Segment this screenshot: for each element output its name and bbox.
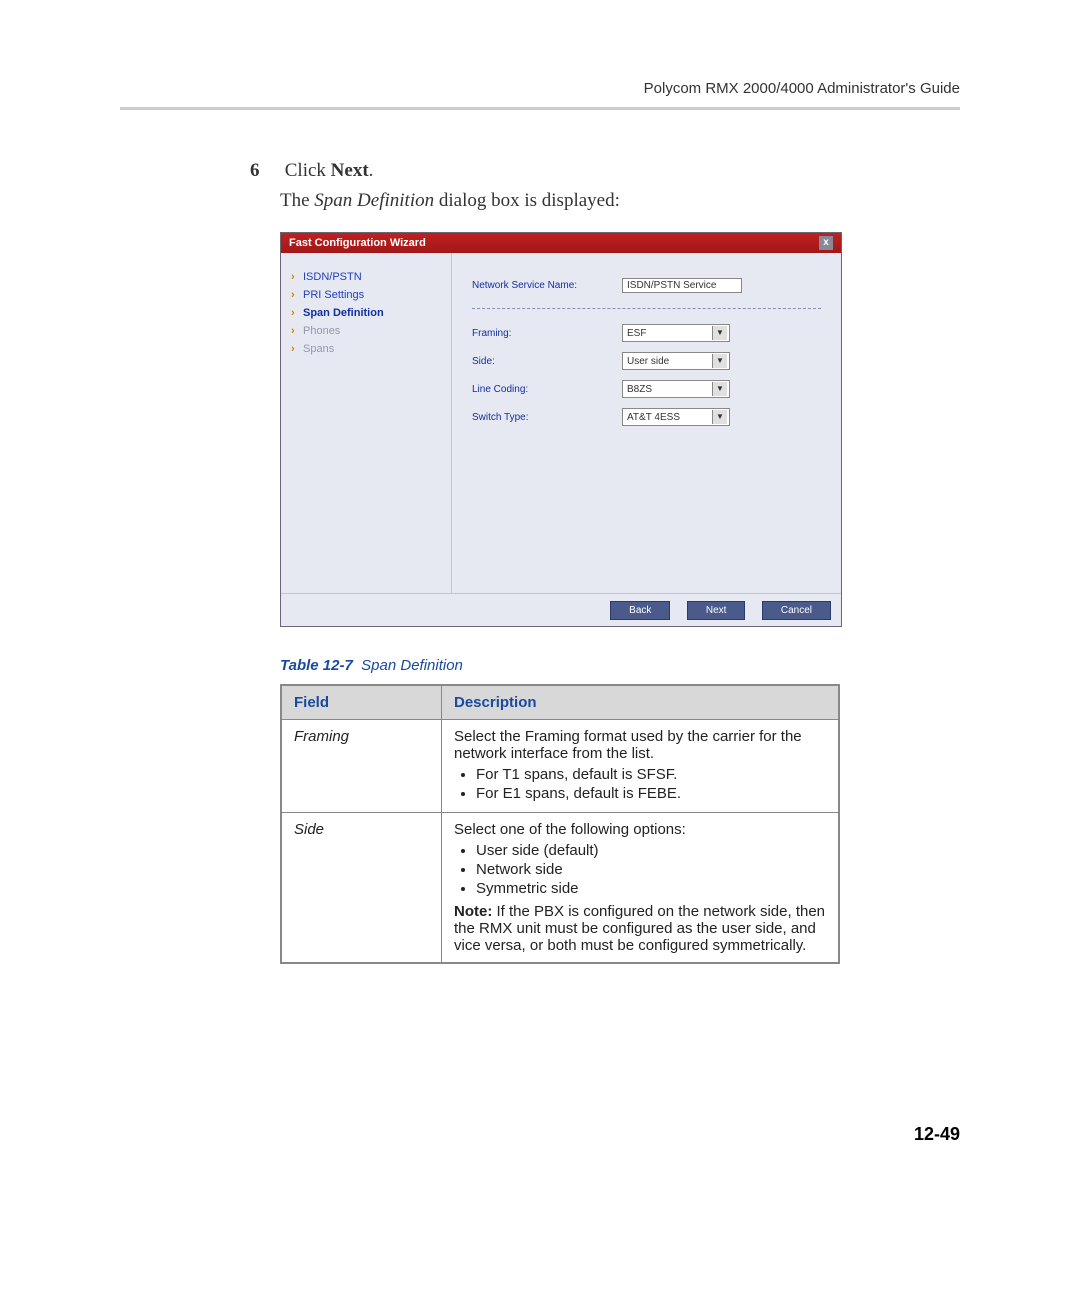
r1-list: For T1 spans, default is SFSF. For E1 sp…: [454, 766, 826, 802]
select-framing[interactable]: ESF ▼: [622, 324, 730, 342]
wizard-nav: ISDN/PSTN PRI Settings Span Definition P…: [281, 253, 452, 593]
label-framing: Framing:: [472, 328, 622, 339]
select-side[interactable]: User side ▼: [622, 352, 730, 370]
table-row: Framing Select the Framing format used b…: [281, 720, 839, 813]
table-row: Side Select one of the following options…: [281, 813, 839, 964]
desc-pre: The: [280, 190, 314, 211]
step-period: .: [369, 160, 374, 181]
step-description: The Span Definition dialog box is displa…: [280, 190, 960, 212]
nav-isdn-pstn[interactable]: ISDN/PSTN: [291, 268, 441, 286]
th-field: Field: [281, 685, 442, 720]
row-framing: Framing: ESF ▼: [472, 324, 821, 342]
step-line: 6 Click Next.: [250, 160, 960, 182]
select-switchtype[interactable]: AT&T 4ESS ▼: [622, 408, 730, 426]
wizard-title-text: Fast Configuration Wizard: [289, 237, 426, 249]
nav-span-definition[interactable]: Span Definition: [291, 304, 441, 322]
label-switchtype: Switch Type:: [472, 412, 622, 423]
list-item: Network side: [476, 861, 826, 878]
desc-em: Span Definition: [314, 190, 434, 211]
label-service-name: Network Service Name:: [472, 280, 622, 291]
select-framing-value: ESF: [627, 328, 646, 339]
cancel-button[interactable]: Cancel: [762, 601, 831, 620]
row-linecoding: Line Coding: B8ZS ▼: [472, 380, 821, 398]
list-item: User side (default): [476, 842, 826, 859]
next-button[interactable]: Next: [687, 601, 746, 620]
list-item: For T1 spans, default is SFSF.: [476, 766, 826, 783]
list-item: Symmetric side: [476, 880, 826, 897]
select-linecoding-value: B8ZS: [627, 384, 652, 395]
chevron-down-icon: ▼: [712, 410, 727, 424]
wizard-dialog: Fast Configuration Wizard x ISDN/PSTN PR…: [280, 232, 842, 627]
wizard-button-bar: Back Next Cancel: [281, 593, 841, 626]
page-number: 12-49: [120, 1124, 960, 1145]
table-caption: Table 12-7 Span Definition: [280, 657, 960, 674]
wizard-divider: [472, 308, 821, 309]
close-icon[interactable]: x: [819, 236, 833, 250]
select-side-value: User side: [627, 356, 669, 367]
cell-side-field: Side: [281, 813, 442, 964]
note-label: Note:: [454, 903, 492, 920]
wizard-titlebar: Fast Configuration Wizard x: [281, 233, 841, 253]
r1-desc-text: Select the Framing format used by the ca…: [454, 728, 802, 762]
row-service-name: Network Service Name: ISDN/PSTN Service: [472, 278, 821, 293]
table-header-row: Field Description: [281, 685, 839, 720]
th-description: Description: [442, 685, 840, 720]
select-switchtype-value: AT&T 4ESS: [627, 412, 680, 423]
nav-pri-settings[interactable]: PRI Settings: [291, 286, 441, 304]
table-caption-num: Table 12-7: [280, 657, 353, 674]
span-definition-table: Field Description Framing Select the Fra…: [280, 684, 840, 964]
r2-note: Note: If the PBX is configured on the ne…: [454, 903, 826, 954]
wizard-body: ISDN/PSTN PRI Settings Span Definition P…: [281, 253, 841, 593]
cell-framing-desc: Select the Framing format used by the ca…: [442, 720, 840, 813]
input-service-name[interactable]: ISDN/PSTN Service: [622, 278, 742, 293]
cell-framing-field: Framing: [281, 720, 442, 813]
r2-list: User side (default) Network side Symmetr…: [454, 842, 826, 897]
label-linecoding: Line Coding:: [472, 384, 622, 395]
table-caption-title: Span Definition: [361, 657, 463, 674]
cell-side-desc: Select one of the following options: Use…: [442, 813, 840, 964]
chevron-down-icon: ▼: [712, 382, 727, 396]
step-click-text: Click: [285, 160, 331, 181]
label-side: Side:: [472, 356, 622, 367]
select-linecoding[interactable]: B8ZS ▼: [622, 380, 730, 398]
wizard-main: Network Service Name: ISDN/PSTN Service …: [452, 253, 841, 593]
list-item: For E1 spans, default is FEBE.: [476, 785, 826, 802]
row-side: Side: User side ▼: [472, 352, 821, 370]
row-switchtype: Switch Type: AT&T 4ESS ▼: [472, 408, 821, 426]
r2-desc-text: Select one of the following options:: [454, 821, 686, 838]
chevron-down-icon: ▼: [712, 354, 727, 368]
note-text: If the PBX is configured on the network …: [454, 903, 825, 954]
step-number: 6: [250, 160, 280, 182]
desc-post: dialog box is displayed:: [434, 190, 620, 211]
header-rule: [120, 107, 960, 110]
nav-phones: Phones: [291, 322, 441, 340]
header-guide: Polycom RMX 2000/4000 Administrator's Gu…: [120, 80, 960, 97]
chevron-down-icon: ▼: [712, 326, 727, 340]
nav-spans: Spans: [291, 340, 441, 358]
back-button[interactable]: Back: [610, 601, 670, 620]
step-next-bold: Next: [331, 160, 369, 181]
